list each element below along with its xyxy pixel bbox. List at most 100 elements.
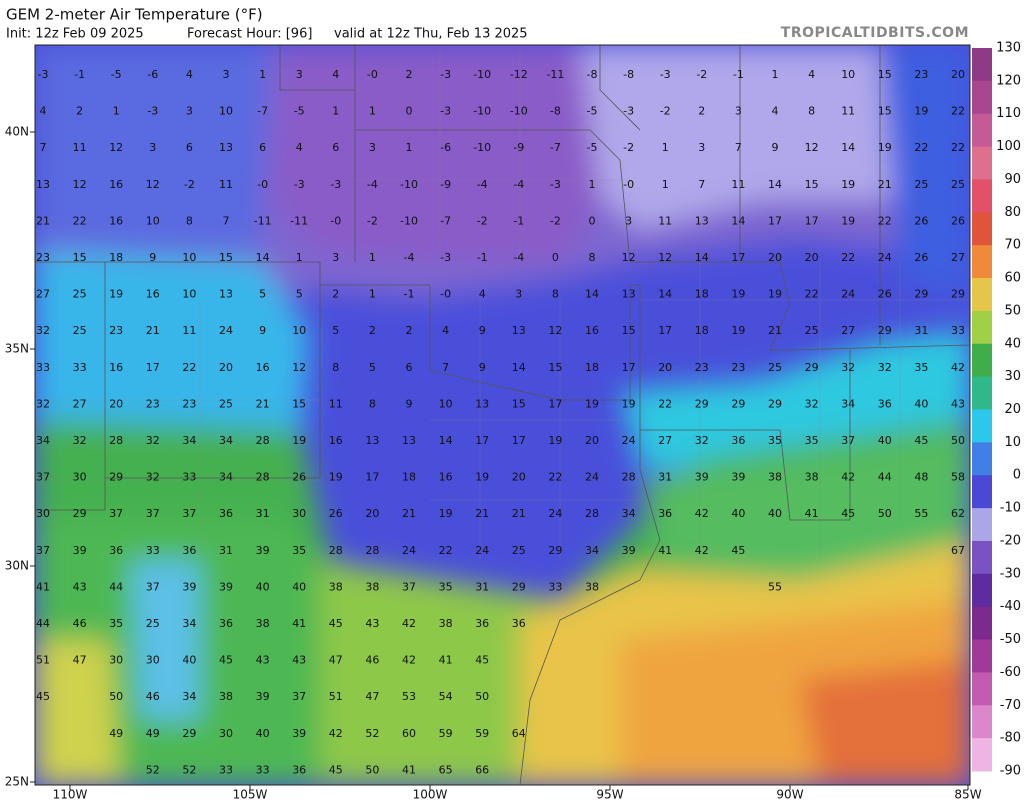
station-value: -7	[440, 214, 451, 227]
station-value: 41	[402, 763, 416, 776]
station-value: 8	[552, 288, 559, 301]
station-value: -3	[440, 105, 451, 118]
station-value: -0	[330, 214, 341, 227]
lon-label: 100W	[413, 788, 448, 802]
station-value: 11	[182, 324, 196, 337]
station-value: 42	[402, 654, 416, 667]
station-value: 19	[731, 288, 745, 301]
station-value: 1	[369, 251, 376, 264]
station-value: 18	[402, 471, 416, 484]
colorbar-label: 90	[1004, 172, 1021, 187]
station-value: 35	[914, 361, 928, 374]
station-value: 33	[73, 361, 87, 374]
station-value: 38	[365, 580, 379, 593]
station-value: 58	[951, 471, 965, 484]
station-value: 26	[329, 507, 343, 520]
station-value: 22	[73, 214, 87, 227]
colorbar-segment	[972, 278, 992, 312]
station-value: 21	[146, 324, 160, 337]
station-value: 39	[256, 544, 270, 557]
station-value: 22	[805, 288, 819, 301]
station-value: 21	[256, 397, 270, 410]
station-value: 41	[292, 617, 306, 630]
station-value: 1	[369, 288, 376, 301]
station-value: -2	[477, 214, 488, 227]
colorbar-label: 110	[996, 106, 1021, 121]
station-value: 2	[406, 68, 413, 81]
station-value: 36	[512, 617, 526, 630]
lon-label: 85W	[954, 788, 981, 802]
station-value: 34	[182, 690, 196, 703]
station-value: 40	[878, 434, 892, 447]
colorbar-label: 70	[1004, 238, 1021, 253]
station-value: 4	[442, 324, 449, 337]
station-value: 4	[296, 141, 303, 154]
station-value: 15	[878, 68, 892, 81]
station-value: 20	[365, 507, 379, 520]
station-value: 17	[768, 214, 782, 227]
temperature-field	[35, 45, 970, 785]
station-value: 50	[365, 763, 379, 776]
station-value: 23	[36, 251, 50, 264]
station-value: 1	[772, 68, 779, 81]
station-value: 16	[585, 324, 599, 337]
station-value: 20	[951, 68, 965, 81]
colorbar-label: -10	[1000, 501, 1021, 516]
station-value: 6	[406, 361, 413, 374]
station-value: -0	[257, 178, 268, 191]
station-value: 0	[552, 251, 559, 264]
station-value: 10	[182, 251, 196, 264]
station-value: 53	[402, 690, 416, 703]
station-value: 12	[805, 141, 819, 154]
station-value: 9	[772, 141, 779, 154]
station-value: -8	[587, 68, 598, 81]
station-value: 2	[406, 324, 413, 337]
colorbar-label: 130	[996, 41, 1021, 56]
station-value: 12	[73, 178, 87, 191]
map-axes: 40N 35N 30N 25N 110W 105W 100W 95W 90W 85W	[5, 125, 982, 802]
station-value: -9	[440, 178, 451, 191]
station-value: 2	[76, 105, 83, 118]
station-value: -5	[587, 105, 598, 118]
station-value: 5	[296, 288, 303, 301]
station-value: 4	[40, 105, 47, 118]
station-value: 1	[589, 178, 596, 191]
station-value: 29	[768, 397, 782, 410]
station-value: 20	[805, 251, 819, 264]
station-value: 45	[914, 434, 928, 447]
station-value: 46	[146, 690, 160, 703]
station-value: 59	[475, 727, 489, 740]
station-value: 49	[146, 727, 160, 740]
station-value: 45	[329, 617, 343, 630]
station-value: -3	[623, 105, 634, 118]
station-value: -8	[550, 105, 561, 118]
station-value: 55	[914, 507, 928, 520]
station-value: 29	[951, 288, 965, 301]
station-value: 52	[146, 763, 160, 776]
station-value: 19	[475, 471, 489, 484]
station-value: 14	[768, 178, 782, 191]
colorbar-segment	[972, 442, 992, 476]
colorbar-segment	[972, 245, 992, 279]
station-value: 47	[329, 654, 343, 667]
station-value: 29	[548, 544, 562, 557]
station-value: 33	[219, 763, 233, 776]
station-value: 15	[73, 251, 87, 264]
station-value: 25	[805, 324, 819, 337]
station-value: 13	[36, 178, 50, 191]
station-value: 3	[186, 105, 193, 118]
colorbar-segment	[972, 672, 992, 706]
station-value: -9	[513, 141, 524, 154]
colorbar-label: 30	[1004, 369, 1021, 384]
station-value: 14	[841, 141, 855, 154]
colorbar-label: -60	[1000, 665, 1021, 680]
map-frame	[34, 44, 971, 786]
station-value: 25	[914, 178, 928, 191]
site-name: TROPICALTIDBITS.COM	[781, 25, 969, 41]
station-value: 4	[479, 288, 486, 301]
station-value: 11	[219, 178, 233, 191]
station-value: 19	[878, 141, 892, 154]
station-value: -2	[623, 141, 634, 154]
station-value: 36	[878, 397, 892, 410]
